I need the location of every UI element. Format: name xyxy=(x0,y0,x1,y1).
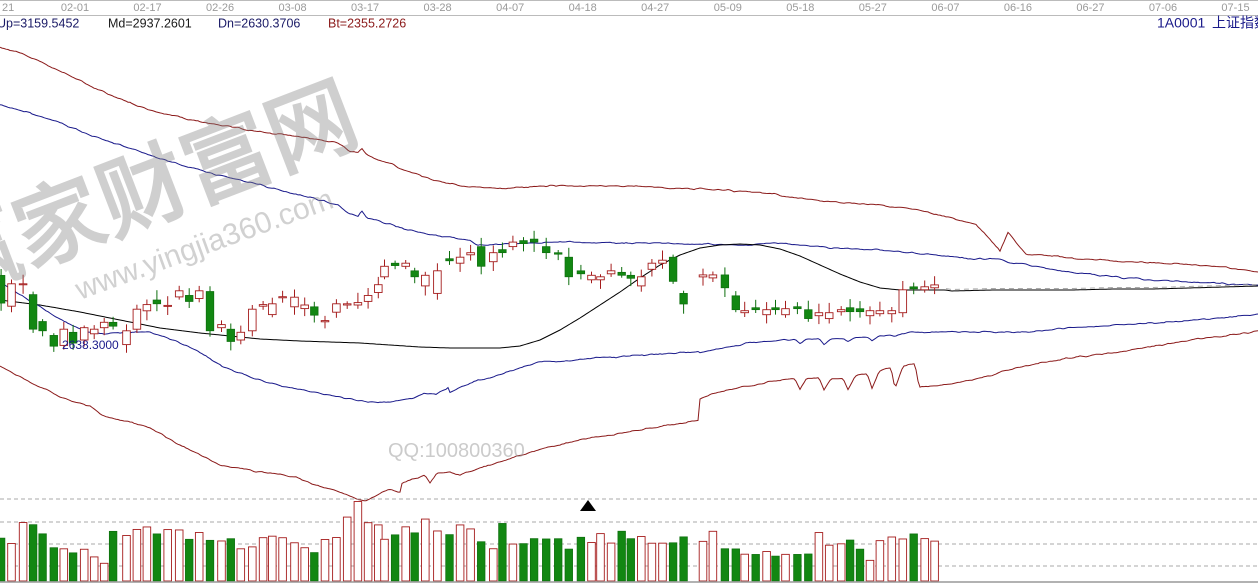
svg-text:03-17: 03-17 xyxy=(351,2,379,14)
svg-text:02-17: 02-17 xyxy=(133,2,161,14)
svg-text:04-27: 04-27 xyxy=(641,2,669,14)
svg-text:Up=3159.5452: Up=3159.5452 xyxy=(0,17,79,31)
svg-text:Md=2937.2601: Md=2937.2601 xyxy=(108,17,192,31)
svg-text:07-15: 07-15 xyxy=(1221,2,1249,14)
svg-text:1A0001: 1A0001 xyxy=(1157,15,1205,31)
svg-text:Dn=2630.3706: Dn=2630.3706 xyxy=(218,17,300,31)
svg-text:04-18: 04-18 xyxy=(569,2,597,14)
svg-text:04-07: 04-07 xyxy=(496,2,524,14)
svg-text:05-27: 05-27 xyxy=(859,2,887,14)
svg-text:Bt=2355.2726: Bt=2355.2726 xyxy=(328,17,406,31)
svg-text:06-07: 06-07 xyxy=(931,2,959,14)
svg-text:06-27: 06-27 xyxy=(1076,2,1104,14)
svg-text:07-06: 07-06 xyxy=(1149,2,1177,14)
svg-text:21: 21 xyxy=(2,2,14,14)
svg-text:02-01: 02-01 xyxy=(61,2,89,14)
svg-text:2638.3000: 2638.3000 xyxy=(62,338,119,352)
svg-text:03-28: 03-28 xyxy=(424,2,452,14)
svg-text:03-08: 03-08 xyxy=(279,2,307,14)
svg-text:05-09: 05-09 xyxy=(714,2,742,14)
svg-text:05-18: 05-18 xyxy=(786,2,814,14)
svg-text:上证指数: 上证指数 xyxy=(1212,15,1258,31)
svg-text:06-16: 06-16 xyxy=(1004,2,1032,14)
svg-text:02-26: 02-26 xyxy=(206,2,234,14)
